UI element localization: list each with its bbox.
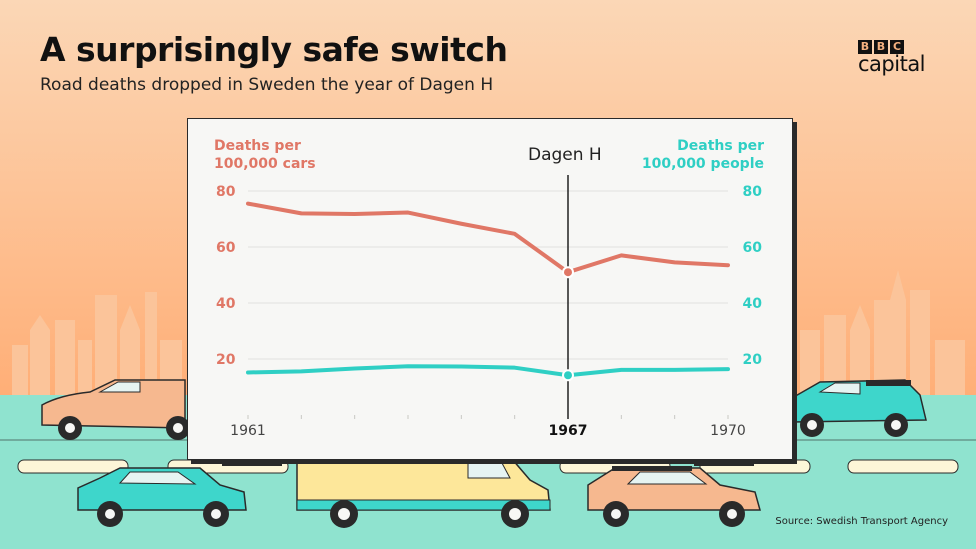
highlight-point [562,266,574,279]
y-tick-label-right: 40 [743,296,763,312]
y-tick-label-right: 60 [743,240,763,256]
logo-letter: C [890,40,904,54]
city-skyline-right [800,270,965,395]
right-axis-title: Deaths per 100,000 people [641,138,764,172]
page-title: A surprisingly safe switch [40,30,508,69]
page-subtitle: Road deaths dropped in Sweden the year o… [40,75,494,95]
logo-word: capital [858,52,926,76]
y-tick-label-left: 60 [216,240,236,256]
source-note: Source: Swedish Transport Agency [775,516,948,527]
city-skyline-left [12,292,182,395]
teal-car-front [77,467,247,527]
y-tick-label-left: 20 [216,352,236,368]
series-line-people [246,364,730,378]
peach-car-left [41,379,190,440]
peach-car-front [587,466,761,527]
y-tick-label-left: 40 [216,296,236,312]
x-tick-label: 1967 [549,423,588,439]
x-tick-label: 1961 [230,423,266,439]
logo-letter: B [858,40,872,54]
y-tick-label-left: 80 [216,184,236,200]
bbc-capital-logo: B B C capital [858,40,948,76]
x-tick-label: 1970 [710,423,746,439]
chart-board: Deaths per 100,000 cars Deaths per 100,0… [187,118,793,460]
line-chart: 20 20 40 40 60 60 80 80 1961 1967 1970 [216,175,763,439]
dagen-h-label: Dagen H [528,145,602,165]
y-tick-label-right: 20 [743,352,763,368]
left-axis-title: Deaths per 100,000 cars [214,138,316,172]
series-line-cars [246,201,730,275]
y-tick-label-right: 80 [743,184,763,200]
teal-car-right [791,379,927,437]
logo-letter: B [874,40,888,54]
highlight-point [562,369,574,382]
